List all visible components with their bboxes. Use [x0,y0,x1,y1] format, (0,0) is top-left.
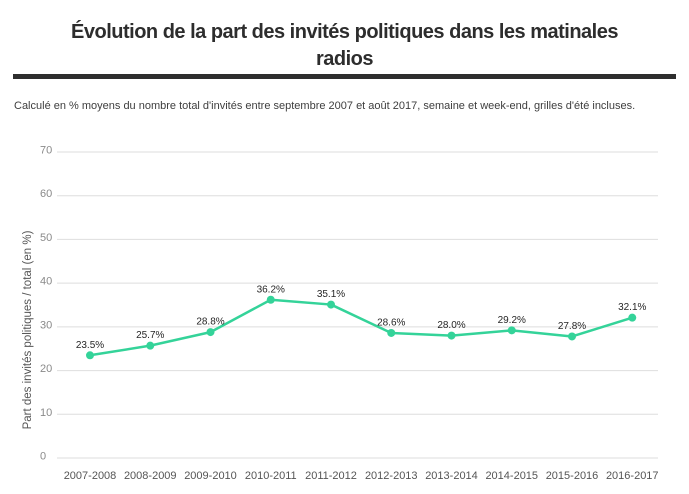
chart-area: 0 10 20 30 40 50 60 70 Part des invités politiqu… [0,130,689,494]
data-point-label: 28.6% [377,317,405,328]
x-tick-label: 2014-2015 [485,470,538,482]
data-point [447,331,456,340]
x-tick-label: 2007-2008 [64,470,117,482]
page-title: Évolution de la part des invités politiq… [8,19,681,73]
data-point-label: 28.8% [196,317,224,328]
data-point [86,351,94,360]
data-point-label: 35.1% [317,289,345,300]
x-tick-label: 2016-2017 [606,470,659,482]
data-point-label: 29.2% [498,315,526,326]
y-tick-label: 40 [40,276,52,288]
page-title-line2: radios [315,48,374,71]
line-chart: 0 10 20 30 40 50 60 70 Part des invités politiqu… [22,145,659,483]
data-point [568,332,576,341]
x-tick-label: 2010-2011 [245,470,297,482]
y-tick-label: 20 [40,363,52,375]
x-tick-label: 2008-2009 [124,470,177,482]
data-point-label: 25.7% [136,330,164,341]
data-point [206,328,215,337]
x-tick-label: 2012-2013 [365,470,418,482]
y-tick-label: 0 [40,451,46,463]
title-divider [13,74,676,79]
data-point [146,341,155,350]
data-point [628,313,637,322]
data-point [327,300,335,309]
x-tick-label: 2015-2016 [546,470,599,482]
data-point-label: 23.5% [76,340,104,351]
y-tick-label: 30 [40,319,52,331]
data-point [507,326,516,335]
data-point [387,328,396,337]
y-tick-label: 60 [40,188,52,200]
data-point-label: 36.2% [257,284,285,295]
y-axis-title: Part des invités politiques / total (en … [22,230,34,429]
y-tick-label: 50 [40,232,52,244]
data-point-label: 27.8% [558,321,586,332]
y-tick-label: 70 [40,145,52,157]
x-tick-label: 2013-2014 [425,470,478,482]
data-point-label: 32.1% [618,302,646,313]
trend-line [88,298,634,357]
chart-subtitle: Calculé en % moyens du nombre total d'in… [14,100,636,112]
page-title-line1: Évolution de la part des invités politiq… [71,21,618,44]
x-tick-label: 2011-2012 [305,470,357,482]
x-tick-label: 2009-2010 [184,470,237,482]
data-point [266,295,275,304]
y-tick-label: 10 [40,407,52,419]
data-point-label: 28.0% [437,320,465,331]
